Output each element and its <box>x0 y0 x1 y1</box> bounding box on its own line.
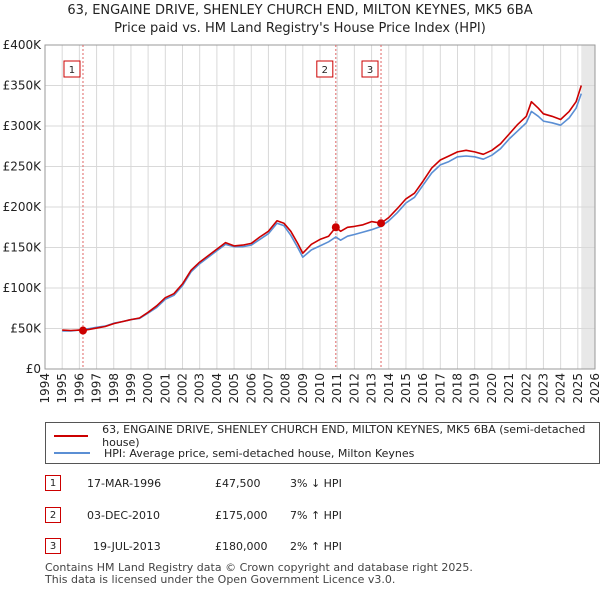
sale-point <box>377 219 386 228</box>
x-tick-label: 2013 <box>365 373 379 404</box>
x-tick-label: 2015 <box>399 373 413 404</box>
x-tick-label: 2003 <box>193 373 207 404</box>
x-tick-label: 2026 <box>588 373 600 404</box>
y-tick-label: £200K <box>3 200 43 214</box>
sale-label-number: 1 <box>69 65 75 76</box>
x-tick-label: 2009 <box>296 373 310 404</box>
x-tick-label: 2000 <box>141 373 155 404</box>
transaction-price: £175,000 <box>215 508 268 522</box>
sale-label-box <box>316 60 334 78</box>
legend-swatch-hpi <box>54 452 90 454</box>
transaction-price: £47,500 <box>215 476 261 490</box>
legend-item-property: 63, ENGAINE DRIVE, SHENLEY CHURCH END, M… <box>54 423 599 449</box>
x-tick-label: 2014 <box>382 373 396 404</box>
x-tick-label: 2007 <box>261 373 275 404</box>
transaction-date: 03-DEC-2010 <box>87 508 161 522</box>
x-tick-label: 2011 <box>330 373 344 404</box>
y-tick-label: £250K <box>3 160 43 174</box>
y-tick-label: £300K <box>3 119 43 133</box>
series-line-property <box>62 85 583 332</box>
sale-label-number: 2 <box>322 65 328 76</box>
sale-point <box>331 223 340 232</box>
x-tick-label: 2018 <box>451 373 465 404</box>
transaction-row: 1 17-MAR-1996 £47,500 3% ↓ HPI <box>45 473 342 493</box>
x-tick-label: 1998 <box>107 373 121 404</box>
price-chart: £0 £50K £100K £150K £200K £250K £300K £350K £400… <box>3 38 600 404</box>
footer-copyright: Contains HM Land Registry data © Crown c… <box>45 561 473 574</box>
legend-label-hpi: HPI: Average price, semi-detached house,… <box>104 446 415 460</box>
transaction-row: 3 19-JUL-2013 £180,000 2% ↑ HPI <box>45 536 342 556</box>
x-tick-label: 2021 <box>502 373 516 404</box>
x-tick-label: 2025 <box>571 373 585 404</box>
legend-swatch-property <box>54 435 89 437</box>
plot-frame <box>44 44 596 370</box>
y-tick-label: £400K <box>3 38 43 52</box>
x-tick-label: 2023 <box>536 373 550 404</box>
y-tick-label: £150K <box>3 241 43 255</box>
chart-subtitle: Price paid vs. HM Land Registry's House … <box>114 21 486 36</box>
x-tick-label: 2004 <box>210 373 224 404</box>
sale-point <box>78 326 87 335</box>
y-tick-label: £100K <box>3 281 43 295</box>
x-tick-label: 2010 <box>313 373 327 404</box>
y-tick-label: £350K <box>3 79 43 93</box>
y-tick-label: £50K <box>10 322 42 336</box>
y-tick-label: £0 <box>26 362 41 376</box>
x-tick-label: 1996 <box>72 373 86 404</box>
x-tick-label: 1997 <box>90 373 104 404</box>
transaction-date: 19-JUL-2013 <box>93 539 161 553</box>
x-tick-label: 1999 <box>124 373 138 404</box>
x-tick-label: 2019 <box>468 373 482 404</box>
transaction-row: 2 03-DEC-2010 £175,000 7% ↑ HPI <box>45 505 342 525</box>
sale-label-box <box>63 60 81 78</box>
transaction-marker: 3 <box>45 538 61 554</box>
transaction-price: £180,000 <box>215 539 268 553</box>
x-tick-label: 2022 <box>519 373 533 404</box>
transaction-hpi: 7% ↑ HPI <box>290 508 342 522</box>
x-tick-label: 2012 <box>347 373 361 404</box>
transaction-date: 17-MAR-1996 <box>87 476 162 490</box>
x-tick-label: 2020 <box>485 373 499 404</box>
transaction-hpi: 2% ↑ HPI <box>290 539 342 553</box>
sale-label-box <box>361 60 379 78</box>
transaction-marker: 2 <box>45 507 61 523</box>
x-tick-label: 2002 <box>176 373 190 404</box>
legend: 63, ENGAINE DRIVE, SHENLEY CHURCH END, M… <box>45 422 600 464</box>
x-tick-label: 2024 <box>554 373 568 404</box>
legend-label-property: 63, ENGAINE DRIVE, SHENLEY CHURCH END, M… <box>102 423 586 449</box>
x-tick-label: 1995 <box>55 373 69 404</box>
footer-licence: This data is licensed under the Open Gov… <box>45 573 396 586</box>
sale-label-number: 3 <box>367 65 373 76</box>
x-tick-label: 2017 <box>433 373 447 404</box>
chart-title: 63, ENGAINE DRIVE, SHENLEY CHURCH END, M… <box>67 3 533 18</box>
transaction-hpi: 3% ↓ HPI <box>290 476 342 490</box>
x-tick-label: 2005 <box>227 373 241 404</box>
transaction-marker: 1 <box>45 475 61 491</box>
x-tick-label: 2016 <box>416 373 430 404</box>
x-tick-label: 2008 <box>279 373 293 404</box>
x-tick-label: 1994 <box>38 373 52 404</box>
x-tick-label: 2001 <box>158 373 172 404</box>
legend-item-hpi: HPI: Average price, semi-detached house,… <box>54 445 414 461</box>
x-tick-label: 2006 <box>244 373 258 404</box>
